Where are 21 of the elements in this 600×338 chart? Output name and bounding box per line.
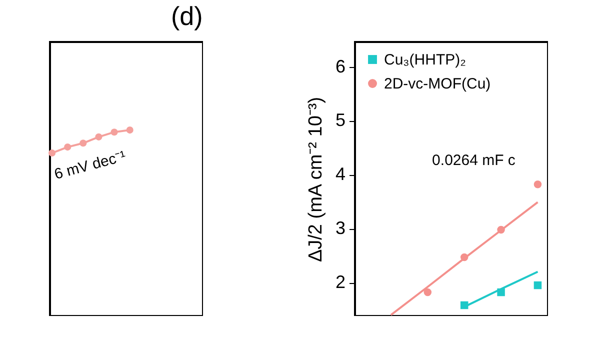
y-tick-label: 4 (335, 164, 346, 184)
chart-title: (d) (170, 1, 203, 31)
annotation: 6 mV dec⁻¹ (52, 148, 128, 184)
y-axis-title: ΔJ/2 (mA cm⁻² 10⁻³) (305, 96, 326, 262)
point (110, 128, 118, 136)
y-tick-label: 3 (335, 218, 346, 238)
point (534, 180, 542, 188)
point (534, 281, 542, 290)
point (126, 126, 134, 134)
point (48, 149, 56, 157)
line-series (390, 201, 539, 316)
y-tick-label: 5 (335, 110, 346, 130)
point (424, 288, 432, 296)
y-tick-label: 6 (335, 56, 346, 76)
legend-label: Cu₃(HHTP)₂ (384, 52, 466, 68)
point (64, 144, 72, 151)
point (95, 133, 102, 140)
y-tick-label: 2 (335, 272, 346, 292)
annotation: 0.0264 mF c (432, 152, 516, 170)
point (80, 140, 87, 147)
legend-label: 2D-vc-MOF(Cu) (384, 76, 491, 92)
